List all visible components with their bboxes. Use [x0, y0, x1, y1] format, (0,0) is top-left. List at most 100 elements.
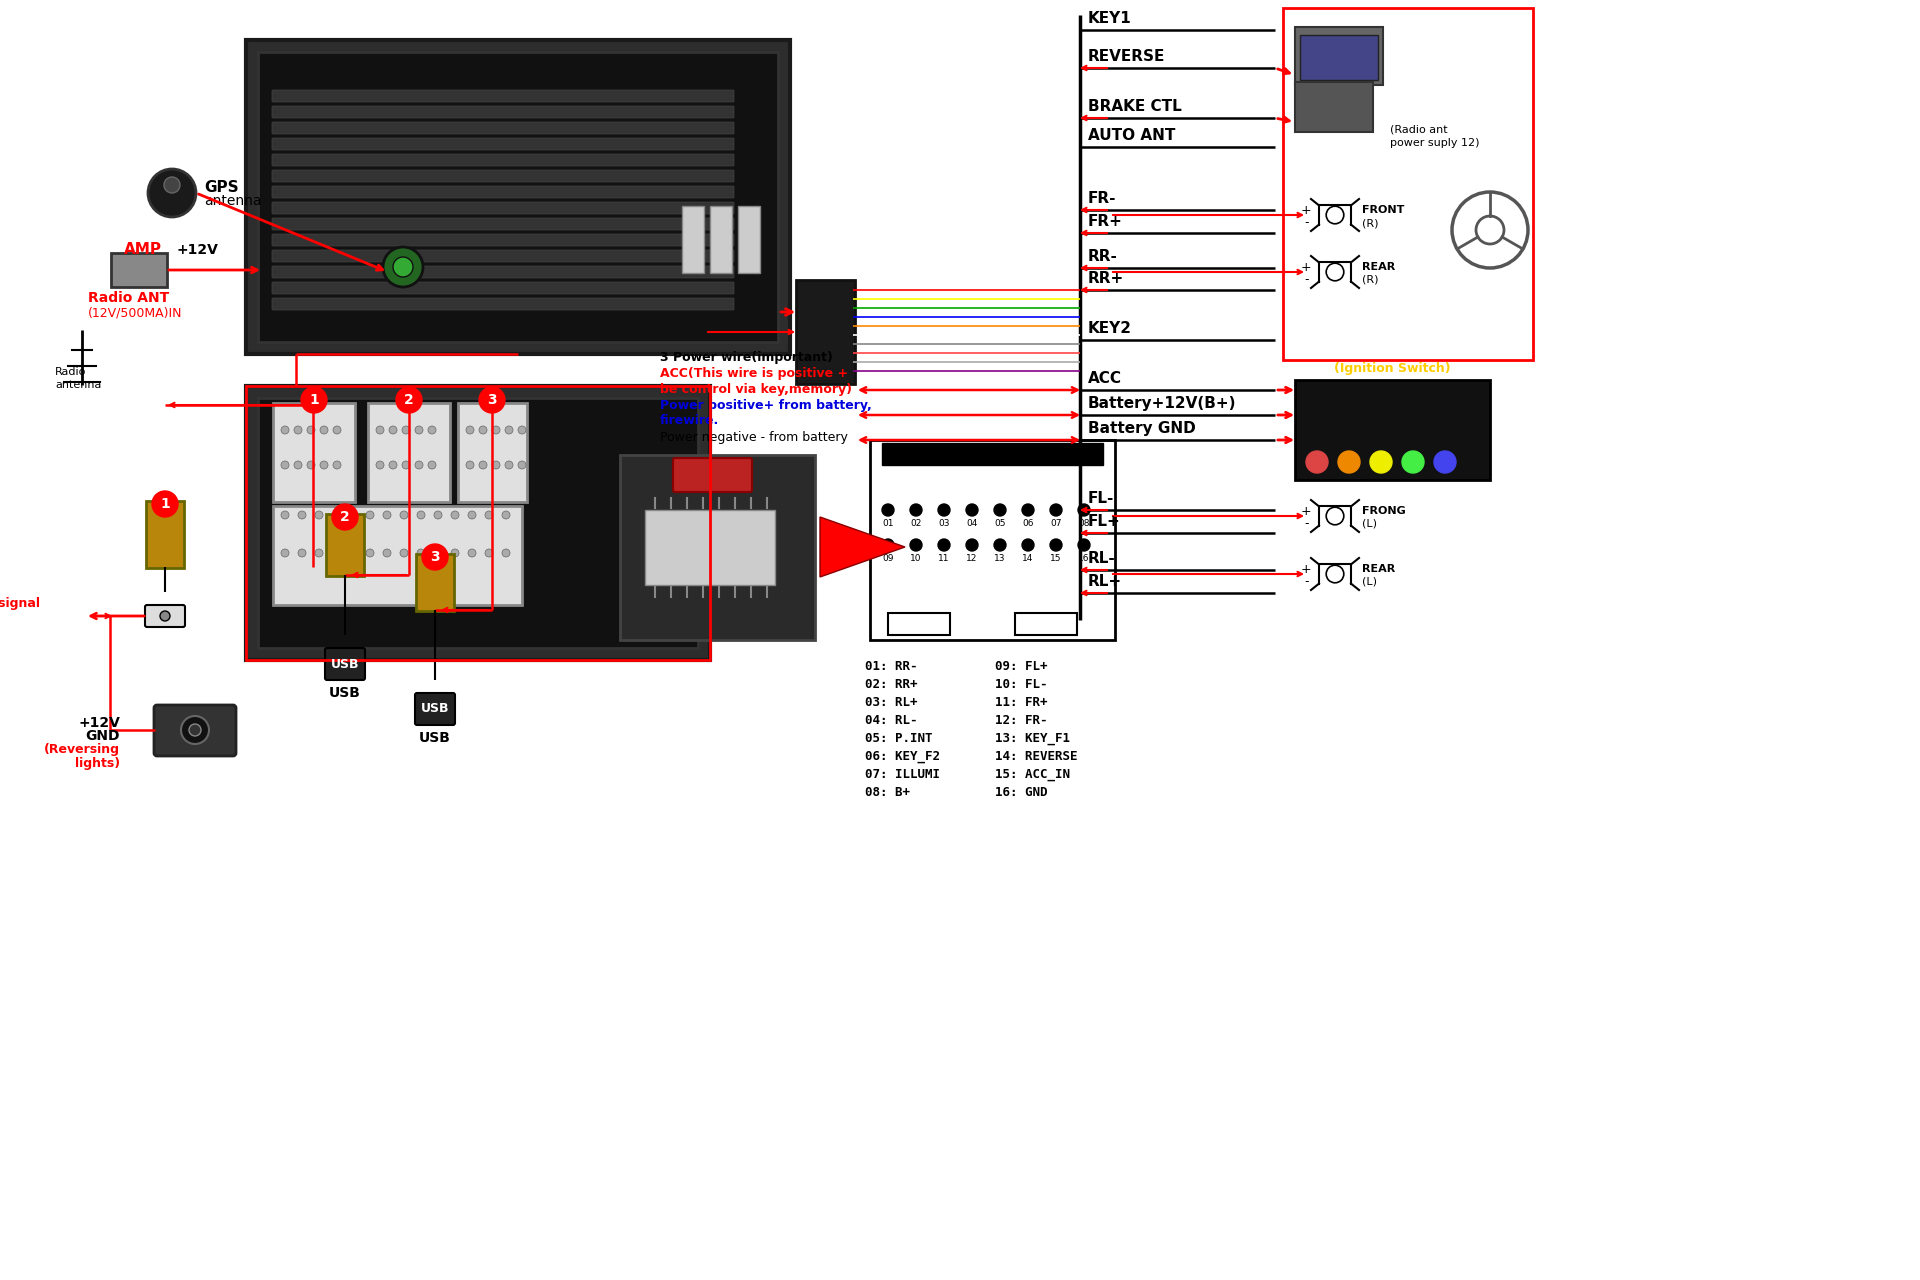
Circle shape — [382, 549, 392, 557]
Text: -: - — [1304, 216, 1308, 229]
Circle shape — [428, 461, 436, 468]
Circle shape — [492, 461, 499, 468]
Text: 09: FL+: 09: FL+ — [995, 660, 1048, 673]
FancyBboxPatch shape — [415, 692, 455, 724]
Circle shape — [294, 461, 301, 468]
Circle shape — [501, 549, 511, 557]
Text: FL+: FL+ — [1089, 515, 1121, 529]
Circle shape — [1338, 451, 1359, 474]
Text: 12: FR-: 12: FR- — [995, 714, 1048, 727]
Text: GND: GND — [86, 730, 119, 742]
Text: ACC(This wire is positive +: ACC(This wire is positive + — [660, 367, 849, 380]
Circle shape — [1050, 504, 1062, 516]
Circle shape — [280, 511, 290, 518]
FancyBboxPatch shape — [326, 515, 365, 576]
Text: 12: 12 — [966, 554, 977, 563]
FancyBboxPatch shape — [1294, 380, 1490, 480]
Text: -: - — [1304, 274, 1308, 287]
Text: antenna: antenna — [56, 380, 102, 390]
Circle shape — [468, 549, 476, 557]
Circle shape — [315, 549, 323, 557]
FancyBboxPatch shape — [710, 206, 732, 273]
Text: 07: ILLUMI: 07: ILLUMI — [866, 768, 941, 781]
Text: USB: USB — [330, 658, 359, 671]
Circle shape — [349, 511, 357, 518]
Text: -: - — [1304, 576, 1308, 589]
FancyBboxPatch shape — [273, 298, 733, 310]
FancyBboxPatch shape — [273, 218, 733, 230]
Circle shape — [332, 511, 340, 518]
FancyBboxPatch shape — [459, 403, 526, 502]
Text: 3: 3 — [430, 550, 440, 564]
Text: 11: 11 — [939, 554, 950, 563]
Text: RR+: RR+ — [1089, 271, 1125, 285]
Circle shape — [1306, 451, 1329, 474]
Circle shape — [415, 426, 422, 434]
Text: 3 Power wire(important): 3 Power wire(important) — [660, 352, 833, 365]
Text: +12V: +12V — [79, 716, 119, 730]
Text: 13: 13 — [995, 554, 1006, 563]
Text: (L): (L) — [1361, 577, 1377, 588]
FancyBboxPatch shape — [887, 613, 950, 635]
Text: Battery GND: Battery GND — [1089, 421, 1196, 436]
Circle shape — [280, 549, 290, 557]
Text: firewire.: firewire. — [660, 413, 720, 426]
Text: 04: 04 — [966, 518, 977, 527]
FancyBboxPatch shape — [146, 500, 184, 568]
Text: 01: RR-: 01: RR- — [866, 660, 918, 673]
Text: Radio ANT: Radio ANT — [88, 291, 169, 305]
Circle shape — [280, 461, 290, 468]
Circle shape — [401, 461, 411, 468]
Circle shape — [376, 426, 384, 434]
Circle shape — [1021, 504, 1035, 516]
Text: 10: FL-: 10: FL- — [995, 678, 1048, 691]
Circle shape — [148, 169, 196, 218]
FancyBboxPatch shape — [870, 440, 1116, 640]
FancyBboxPatch shape — [111, 253, 167, 287]
Polygon shape — [820, 517, 904, 577]
Text: 3: 3 — [488, 393, 497, 407]
Circle shape — [382, 511, 392, 518]
Bar — [246, 387, 710, 660]
FancyBboxPatch shape — [324, 648, 365, 680]
Circle shape — [467, 461, 474, 468]
Circle shape — [486, 549, 493, 557]
Text: BRAKE CTL: BRAKE CTL — [1089, 99, 1181, 114]
Text: 03: RL+: 03: RL+ — [866, 696, 918, 709]
Text: (12V/500MA)IN: (12V/500MA)IN — [88, 306, 182, 320]
FancyBboxPatch shape — [146, 605, 184, 627]
Text: 08: 08 — [1079, 518, 1091, 527]
FancyBboxPatch shape — [273, 106, 733, 118]
Circle shape — [434, 511, 442, 518]
Text: 15: 15 — [1050, 554, 1062, 563]
Text: (Ignition Switch): (Ignition Switch) — [1334, 362, 1450, 375]
Circle shape — [492, 426, 499, 434]
Circle shape — [401, 426, 411, 434]
Circle shape — [518, 461, 526, 468]
Text: KEY2: KEY2 — [1089, 321, 1133, 335]
Text: 08: B+: 08: B+ — [866, 786, 910, 799]
Text: AUTO ANT: AUTO ANT — [1089, 128, 1175, 143]
Circle shape — [486, 511, 493, 518]
Circle shape — [307, 461, 315, 468]
Text: (R): (R) — [1361, 218, 1379, 228]
Circle shape — [376, 461, 384, 468]
Text: (R): (R) — [1361, 275, 1379, 285]
Circle shape — [332, 549, 340, 557]
FancyBboxPatch shape — [273, 170, 733, 182]
Text: RR-: RR- — [1089, 250, 1117, 264]
Circle shape — [422, 544, 447, 570]
FancyBboxPatch shape — [246, 387, 710, 660]
Circle shape — [332, 461, 342, 468]
Circle shape — [505, 461, 513, 468]
Circle shape — [298, 549, 305, 557]
Circle shape — [301, 387, 326, 413]
FancyBboxPatch shape — [273, 266, 733, 278]
Text: be control via key,memory): be control via key,memory) — [660, 383, 852, 396]
Text: 2: 2 — [403, 393, 415, 407]
Circle shape — [966, 539, 977, 550]
Text: +: + — [1302, 563, 1311, 576]
Text: FR+: FR+ — [1089, 214, 1123, 229]
Text: FR-: FR- — [1089, 191, 1117, 206]
FancyBboxPatch shape — [273, 403, 355, 502]
